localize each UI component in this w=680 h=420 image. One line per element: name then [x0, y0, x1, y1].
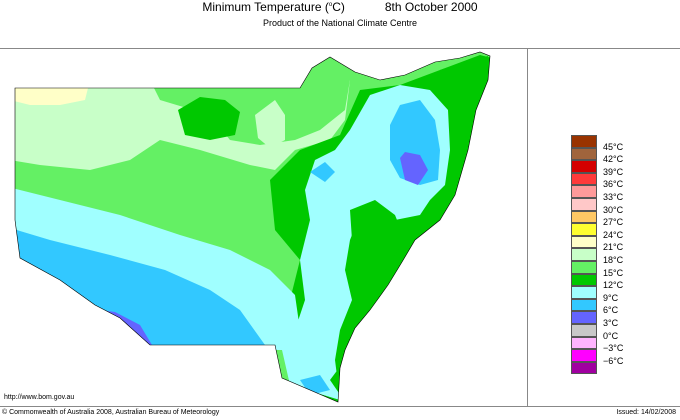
legend-swatch [571, 197, 597, 211]
legend-label: 42°C [603, 154, 624, 165]
legend-label: 12°C [603, 280, 624, 291]
legend-swatch [571, 286, 597, 299]
issued-date: Issued: 14/02/2008 [616, 409, 676, 416]
legend-label: 45°C [603, 141, 624, 152]
zone-18b [255, 100, 285, 148]
temperature-map [14, 51, 491, 403]
zone-3a [400, 152, 428, 185]
zone-24 [15, 80, 90, 105]
zone-6b [310, 162, 335, 182]
legend-swatch [571, 298, 597, 312]
zone-15b [150, 80, 350, 145]
legend-label: 21°C [603, 242, 624, 253]
zone-12c [440, 56, 488, 140]
legend-swatch [571, 248, 597, 261]
zone-12a [178, 97, 240, 140]
legend-swatch [571, 135, 597, 148]
legend-label: 30°C [603, 204, 624, 215]
legend-swatch [571, 185, 597, 198]
legend-swatch [571, 160, 597, 173]
degree-sup: o [328, 2, 333, 8]
legend-label: 39°C [603, 166, 624, 177]
legend-label: 15°C [603, 267, 624, 278]
legend-label: 6°C [603, 305, 619, 316]
legend-label: 18°C [603, 255, 624, 265]
legend-label: 3°C [603, 318, 619, 328]
legend-swatch [571, 336, 597, 350]
title-unit: C) [332, 0, 345, 14]
zone-6c [15, 225, 265, 350]
legend-label: 27°C [603, 217, 624, 228]
legend-swatch [571, 311, 597, 324]
legend-label: −3°C [603, 343, 624, 354]
legend-label: −6°C [603, 355, 624, 366]
map-subtitle: Product of the National Climate Centre [262, 18, 418, 28]
state-border [14, 51, 491, 403]
legend-swatch [571, 361, 597, 375]
legend-label: 9°C [603, 292, 619, 303]
legend-swatch [571, 235, 597, 249]
legend-swatch [571, 260, 597, 274]
divider [527, 48, 528, 406]
legend-label: 33°C [603, 192, 624, 202]
legend-label: 24°C [603, 229, 624, 240]
map-date: 8th October 2000 [384, 0, 478, 14]
zone-12d [342, 200, 405, 360]
legend-swatch [571, 172, 597, 186]
legend-swatch [571, 349, 597, 362]
map-title: Minimum Temperature (oC) 8th October 2000 [0, 0, 680, 14]
map-frame [0, 48, 680, 407]
title-text: Minimum Temperature ( [202, 0, 329, 14]
legend-label: 0°C [603, 330, 619, 341]
legend-swatch [571, 223, 597, 236]
legend-label: 36°C [603, 179, 624, 190]
legend-swatch [571, 210, 597, 224]
legend-swatch [571, 273, 597, 287]
legend-swatch [571, 147, 597, 161]
legend-swatch [571, 323, 597, 337]
legend: 45°C 42°C 39°C 36°C 33°C 30°C 27°C 24°C 21°C 18°C… [571, 135, 623, 375]
copyright: © Commonwealth of Australia 2008, Austra… [2, 409, 220, 416]
website-url[interactable]: http://www.bom.gov.au [4, 394, 75, 401]
